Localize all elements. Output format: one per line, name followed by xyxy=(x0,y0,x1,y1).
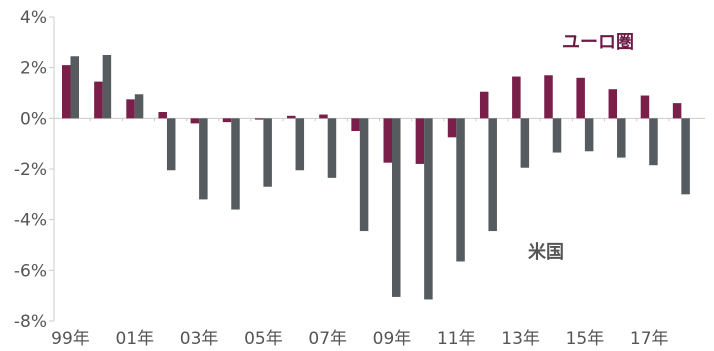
bar-us-1 xyxy=(102,55,112,119)
bar-us-14 xyxy=(520,118,530,168)
x-tick-label: 01年 xyxy=(115,329,154,349)
bar-us-15 xyxy=(552,118,562,153)
bar-us-19 xyxy=(681,118,690,195)
x-tick-label: 03年 xyxy=(180,329,219,349)
x-tick-label: 07年 xyxy=(308,329,347,349)
bar-euro-area-11 xyxy=(415,118,425,164)
bar-us-13 xyxy=(488,118,497,232)
annotation-us: 米国 xyxy=(528,241,564,263)
bar-euro-area-0 xyxy=(62,65,71,119)
bar-euro-area-4 xyxy=(190,118,200,124)
bar-euro-area-13 xyxy=(479,91,489,119)
x-tick-label: 13年 xyxy=(501,329,540,349)
bar-euro-area-5 xyxy=(222,118,232,123)
bar-us-0 xyxy=(70,56,79,119)
bar-euro-area-2 xyxy=(126,99,135,119)
x-tick-label: 17年 xyxy=(630,329,669,349)
bar-euro-area-3 xyxy=(158,112,167,119)
y-tick-label: -2% xyxy=(14,160,47,180)
bar-euro-area-18 xyxy=(640,95,650,119)
y-axis: 4% 2% 0% -2% -4% -6% -8% xyxy=(14,8,55,332)
bar-us-18 xyxy=(649,118,658,166)
bar-us-5 xyxy=(231,118,240,210)
annotation-euro-area: ユーロ圏 xyxy=(562,32,634,53)
bars xyxy=(62,55,690,300)
y-tick-label: 4% xyxy=(20,8,47,28)
bar-euro-area-14 xyxy=(512,76,521,119)
bar-us-8 xyxy=(327,118,337,178)
x-axis: 99年 01年 03年 05年 07年 09年 11年 13年 15年 17年 xyxy=(51,117,705,349)
bar-euro-area-10 xyxy=(383,118,392,163)
bar-us-12 xyxy=(456,118,465,262)
bar-us-17 xyxy=(617,118,626,158)
bar-euro-area-16 xyxy=(576,77,585,119)
bar-us-16 xyxy=(584,118,594,152)
bar-euro-area-19 xyxy=(672,103,682,119)
y-tick-label: -4% xyxy=(14,211,47,231)
x-tick-label: 09年 xyxy=(373,329,412,349)
bar-euro-area-15 xyxy=(544,75,553,119)
bar-us-10 xyxy=(392,118,401,297)
x-tick-label: 05年 xyxy=(244,329,283,349)
bar-euro-area-12 xyxy=(447,118,457,138)
y-tick-label: -6% xyxy=(14,261,47,281)
bar-euro-area-9 xyxy=(351,118,360,131)
bar-us-3 xyxy=(166,118,176,171)
bar-us-2 xyxy=(134,94,144,119)
bar-euro-area-6 xyxy=(254,118,264,120)
x-tick-label: 99年 xyxy=(51,329,90,349)
x-tick-label: 15年 xyxy=(566,329,605,349)
bar-euro-area-1 xyxy=(94,81,103,119)
x-tick-label: 11年 xyxy=(437,329,476,349)
bar-us-11 xyxy=(424,118,433,300)
bar-us-4 xyxy=(199,118,208,200)
bar-us-9 xyxy=(359,118,369,232)
y-tick-label: -8% xyxy=(14,312,47,332)
bar-us-6 xyxy=(263,118,272,187)
bar-us-7 xyxy=(295,118,305,171)
bar-euro-area-17 xyxy=(608,89,618,119)
y-tick-label: 0% xyxy=(20,109,47,129)
y-tick-label: 2% xyxy=(20,59,47,79)
bar-euro-area-8 xyxy=(319,114,328,119)
bar-euro-area-7 xyxy=(287,115,296,119)
